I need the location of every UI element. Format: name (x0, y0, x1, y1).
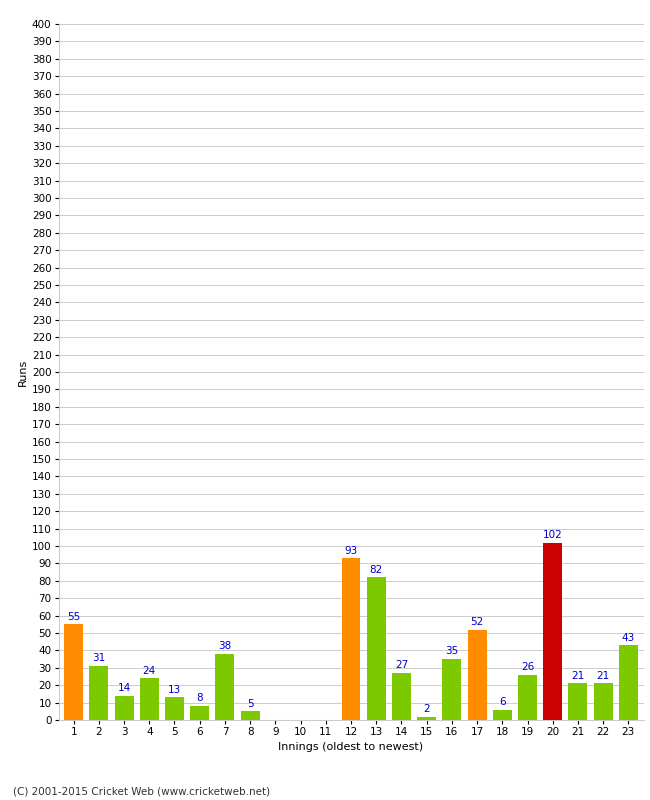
Text: (C) 2001-2015 Cricket Web (www.cricketweb.net): (C) 2001-2015 Cricket Web (www.cricketwe… (13, 786, 270, 796)
Bar (569, 683, 588, 720)
Bar (190, 706, 209, 720)
Text: 27: 27 (395, 661, 408, 670)
Text: 52: 52 (471, 617, 484, 627)
Bar (619, 645, 638, 720)
Bar (543, 542, 562, 720)
Bar (367, 578, 385, 720)
Bar (140, 678, 159, 720)
Text: 31: 31 (92, 654, 105, 663)
Text: 35: 35 (445, 646, 458, 657)
Text: 13: 13 (168, 685, 181, 694)
Text: 21: 21 (571, 671, 584, 681)
X-axis label: Innings (oldest to newest): Innings (oldest to newest) (278, 742, 424, 753)
Text: 24: 24 (142, 666, 156, 676)
Text: 82: 82 (370, 565, 383, 574)
Text: 93: 93 (344, 546, 358, 555)
Text: 21: 21 (597, 671, 610, 681)
Text: 6: 6 (499, 697, 506, 707)
Bar (443, 659, 462, 720)
Y-axis label: Runs: Runs (18, 358, 28, 386)
Bar (64, 624, 83, 720)
Bar (593, 683, 612, 720)
Bar (114, 696, 133, 720)
Text: 43: 43 (622, 633, 635, 642)
Bar (90, 666, 109, 720)
Bar (493, 710, 512, 720)
Text: 5: 5 (247, 698, 254, 709)
Bar (165, 698, 184, 720)
Text: 14: 14 (118, 683, 131, 693)
Bar (392, 673, 411, 720)
Text: 38: 38 (218, 642, 231, 651)
Bar (240, 711, 259, 720)
Text: 8: 8 (196, 694, 203, 703)
Bar (341, 558, 361, 720)
Text: 55: 55 (67, 612, 80, 622)
Bar (417, 717, 436, 720)
Bar (215, 654, 235, 720)
Bar (518, 674, 537, 720)
Text: 2: 2 (423, 704, 430, 714)
Text: 26: 26 (521, 662, 534, 672)
Text: 102: 102 (543, 530, 563, 540)
Bar (467, 630, 487, 720)
